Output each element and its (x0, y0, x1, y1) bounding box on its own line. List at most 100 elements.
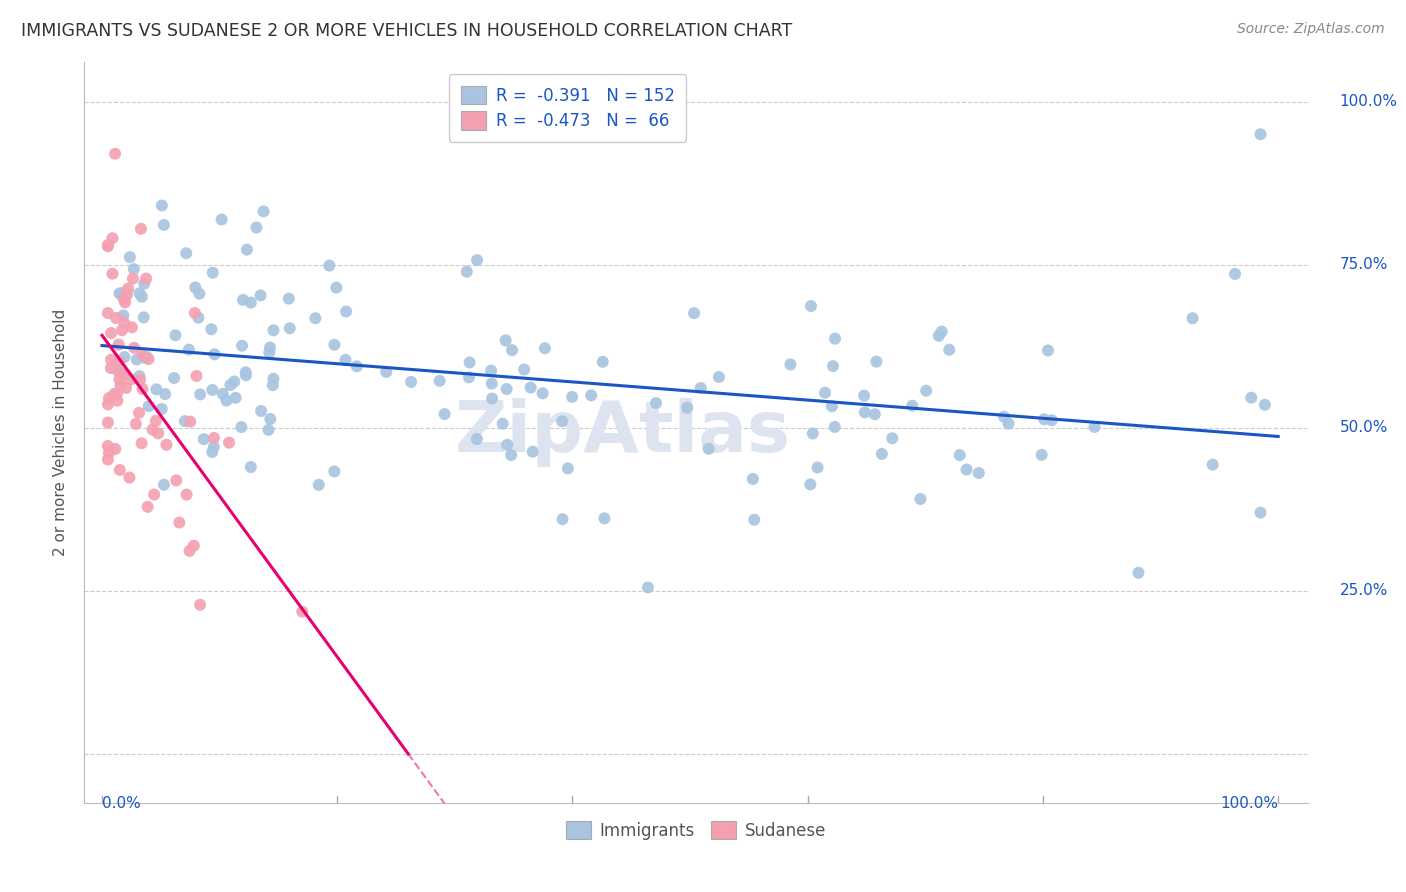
Point (145, 383, 167, 397)
Point (131, 436, 153, 450)
Point (145, 414, 167, 428)
Point (184, 306, 207, 320)
Point (592, 355, 614, 369)
Point (104, 442, 127, 456)
Point (551, 512, 574, 526)
Point (122, 271, 145, 285)
Point (323, 465, 346, 479)
Point (153, 387, 176, 401)
Point (103, 387, 125, 401)
Point (496, 438, 519, 452)
Point (174, 414, 197, 428)
Point (967, 466, 990, 480)
Point (579, 388, 602, 402)
Point (824, 420, 846, 434)
Point (806, 460, 828, 475)
Point (938, 343, 960, 357)
Point (110, 366, 132, 380)
Point (108, 286, 131, 301)
Point (165, 474, 187, 488)
Point (200, 322, 222, 336)
Point (465, 253, 488, 268)
Point (399, 375, 422, 389)
Point (433, 407, 456, 421)
Text: 75.0%: 75.0% (1340, 257, 1388, 272)
Point (121, 320, 143, 334)
Point (1031, 448, 1053, 462)
Point (107, 337, 129, 351)
Text: 100.0%: 100.0% (1340, 94, 1398, 109)
Point (110, 378, 132, 392)
Point (114, 367, 136, 381)
Point (882, 431, 904, 445)
Point (278, 321, 301, 335)
Point (201, 445, 224, 459)
Point (104, 146, 127, 161)
Point (259, 345, 281, 359)
Point (174, 246, 197, 260)
Point (458, 355, 481, 369)
Point (201, 266, 224, 280)
Y-axis label: 2 or more Vehicles in Household: 2 or more Vehicles in Household (53, 309, 69, 557)
Point (250, 404, 273, 418)
Point (188, 598, 211, 612)
Point (742, 513, 765, 527)
Point (202, 431, 225, 445)
Point (112, 309, 135, 323)
Point (501, 343, 523, 358)
Point (501, 448, 523, 462)
Point (308, 478, 330, 492)
Point (215, 393, 238, 408)
Point (112, 316, 135, 330)
Point (225, 391, 247, 405)
Point (853, 405, 876, 419)
Point (429, 374, 451, 388)
Point (346, 359, 368, 374)
Point (551, 414, 574, 428)
Point (153, 477, 176, 491)
Point (188, 286, 211, 301)
Point (741, 472, 763, 486)
Point (1040, 413, 1063, 427)
Text: 0.0%: 0.0% (103, 797, 141, 812)
Legend: Immigrants, Sudanese: Immigrants, Sudanese (560, 814, 832, 847)
Point (676, 401, 699, 415)
Point (513, 362, 536, 376)
Point (110, 286, 132, 301)
Point (799, 477, 821, 491)
Point (1033, 412, 1056, 426)
Point (910, 491, 932, 506)
Point (865, 354, 887, 368)
Point (492, 417, 515, 431)
Point (118, 470, 141, 484)
Point (870, 447, 893, 461)
Point (901, 399, 924, 413)
Point (318, 259, 340, 273)
Point (1250, 506, 1272, 520)
Point (262, 378, 284, 392)
Point (184, 280, 207, 294)
Point (108, 463, 131, 477)
Point (1254, 398, 1277, 412)
Point (150, 402, 173, 417)
Point (112, 293, 135, 307)
Point (169, 516, 191, 530)
Point (997, 417, 1019, 431)
Point (101, 231, 124, 245)
Point (132, 310, 155, 325)
Point (135, 350, 157, 364)
Point (235, 368, 257, 383)
Point (593, 511, 616, 525)
Point (645, 396, 668, 410)
Point (245, 220, 267, 235)
Point (97, 397, 120, 411)
Text: Source: ZipAtlas.com: Source: ZipAtlas.com (1237, 22, 1385, 37)
Point (928, 328, 950, 343)
Text: 50.0%: 50.0% (1340, 420, 1388, 435)
Point (212, 387, 235, 401)
Point (479, 364, 502, 378)
Point (104, 311, 127, 326)
Point (1201, 458, 1223, 472)
Point (150, 198, 173, 212)
Point (257, 423, 280, 437)
